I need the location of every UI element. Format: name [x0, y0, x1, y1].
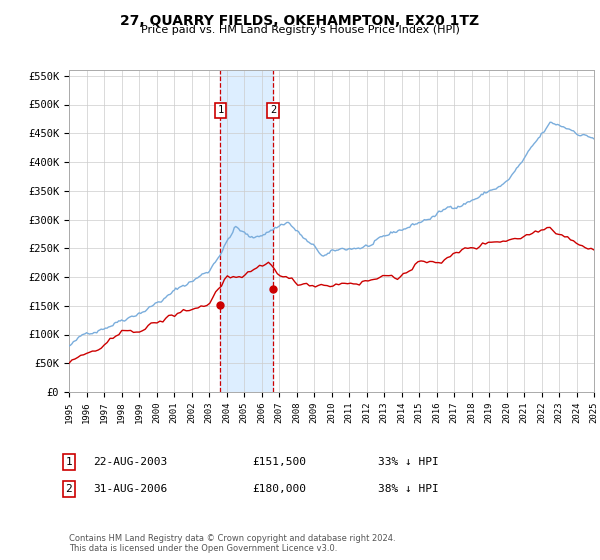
Text: £151,500: £151,500 [252, 457, 306, 467]
Text: Price paid vs. HM Land Registry's House Price Index (HPI): Price paid vs. HM Land Registry's House … [140, 25, 460, 35]
Text: 27, QUARRY FIELDS, OKEHAMPTON, EX20 1TZ: 27, QUARRY FIELDS, OKEHAMPTON, EX20 1TZ [121, 14, 479, 28]
Text: 22-AUG-2003: 22-AUG-2003 [93, 457, 167, 467]
Bar [220, 70, 273, 392]
Text: 1: 1 [65, 457, 73, 467]
Text: 33% ↓ HPI: 33% ↓ HPI [378, 457, 439, 467]
Text: 2: 2 [65, 484, 73, 494]
Text: 38% ↓ HPI: 38% ↓ HPI [378, 484, 439, 494]
Text: 2: 2 [270, 105, 277, 115]
Text: 1: 1 [217, 105, 223, 115]
Text: Contains HM Land Registry data © Crown copyright and database right 2024.
This d: Contains HM Land Registry data © Crown c… [69, 534, 395, 553]
Text: 31-AUG-2006: 31-AUG-2006 [93, 484, 167, 494]
Text: £180,000: £180,000 [252, 484, 306, 494]
